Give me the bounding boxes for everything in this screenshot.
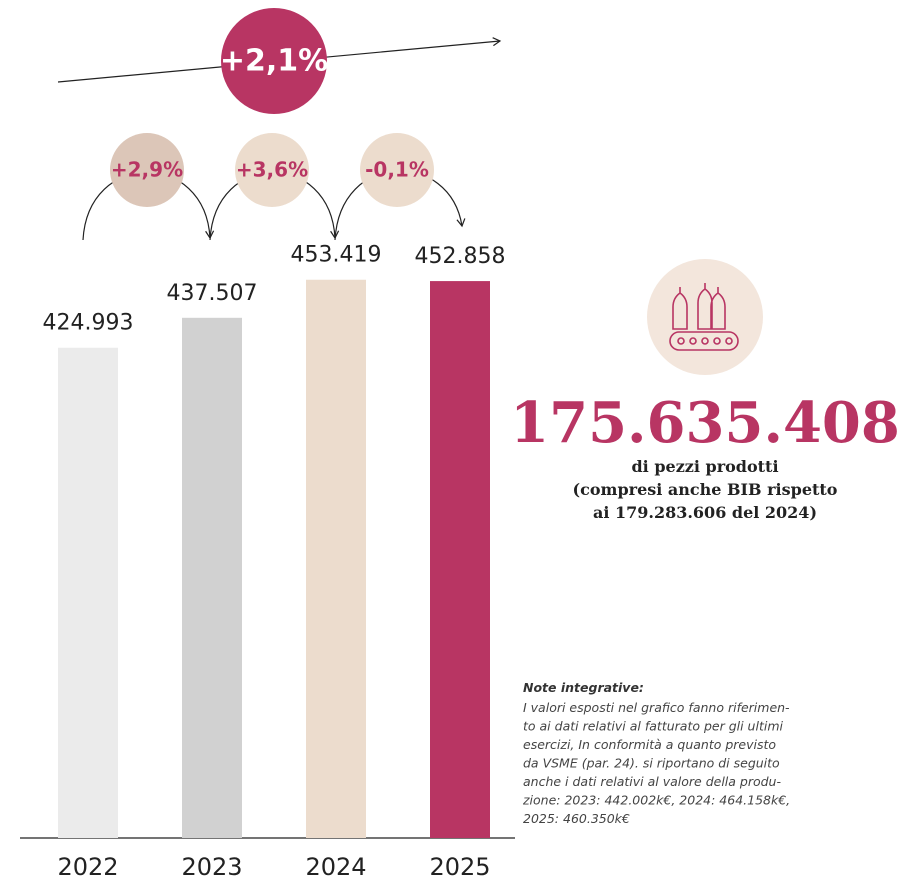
bar — [430, 281, 490, 838]
value-label: 437.507 — [167, 281, 258, 306]
value-label: 453.419 — [291, 243, 382, 268]
bar — [182, 317, 242, 838]
change-badge — [360, 133, 434, 207]
note-line: da VSME (par. 24). si riportano di segui… — [523, 756, 780, 771]
total-change: +2,1% — [220, 44, 328, 79]
change-badge — [235, 133, 309, 207]
summary-value: 175.635.408 — [510, 390, 897, 456]
summary-line: ai 179.283.606 del 2024) — [593, 503, 817, 522]
value-label: 452.858 — [415, 244, 506, 269]
bottles-icon — [647, 259, 763, 375]
change-label: -0,1% — [365, 158, 429, 182]
note-line: anche i dati relativi al valore della pr… — [523, 774, 781, 789]
value-label: 424.993 — [43, 311, 134, 336]
note-line: 2025: 460.350k€ — [523, 811, 630, 826]
note-line: I valori esposti nel grafico fanno rifer… — [523, 700, 790, 715]
change-label: +3,6% — [236, 158, 308, 182]
total-change-badge — [221, 8, 327, 114]
notes-title: Note integrative: — [523, 680, 644, 695]
change-label: +2,9% — [111, 158, 183, 182]
x-tick-label: 2022 — [57, 853, 118, 881]
x-tick-label: 2024 — [305, 853, 366, 881]
note-line: zione: 2023: 442.002k€, 2024: 464.158k€, — [522, 793, 790, 808]
bar — [306, 279, 366, 838]
change-badge — [110, 133, 184, 207]
summary-line: (compresi anche BIB rispetto — [573, 480, 838, 499]
bar — [58, 347, 118, 838]
note-line: esercizi, In conformità a quanto previst… — [523, 737, 776, 752]
x-tick-label: 2025 — [429, 853, 490, 881]
x-tick-label: 2023 — [181, 853, 242, 881]
summary-line: di pezzi prodotti — [631, 457, 778, 476]
note-line: to ai dati relativi al fatturato per gli… — [523, 719, 784, 734]
